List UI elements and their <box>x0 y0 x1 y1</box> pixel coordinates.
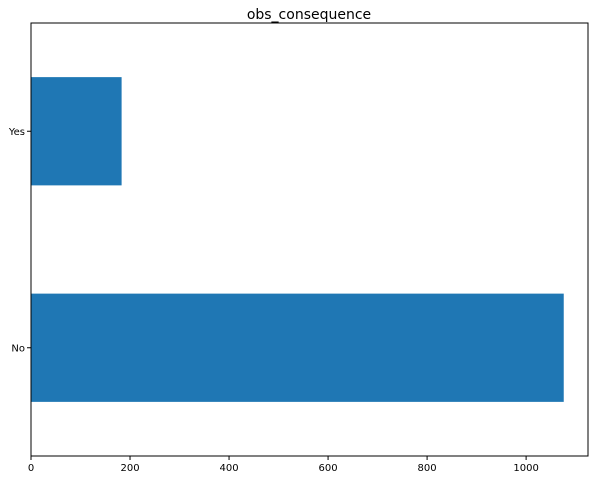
bar-yes <box>31 77 122 186</box>
y-axis: No Yes <box>8 127 31 354</box>
bar-no <box>31 293 564 402</box>
bars-group <box>31 77 564 402</box>
x-tick-label: 600 <box>319 463 338 474</box>
x-tick-label: 1000 <box>513 463 538 474</box>
x-tick-label: 800 <box>418 463 437 474</box>
chart-title: obs_consequence <box>247 7 371 23</box>
x-tick-label: 0 <box>28 463 34 474</box>
x-tick-label: 400 <box>219 463 238 474</box>
plot-frame <box>30 22 589 457</box>
y-tick-label: No <box>11 343 25 354</box>
x-tick-label: 200 <box>120 463 139 474</box>
x-axis: 0 200 400 600 800 1000 <box>28 456 539 474</box>
y-tick-label: Yes <box>8 127 25 138</box>
